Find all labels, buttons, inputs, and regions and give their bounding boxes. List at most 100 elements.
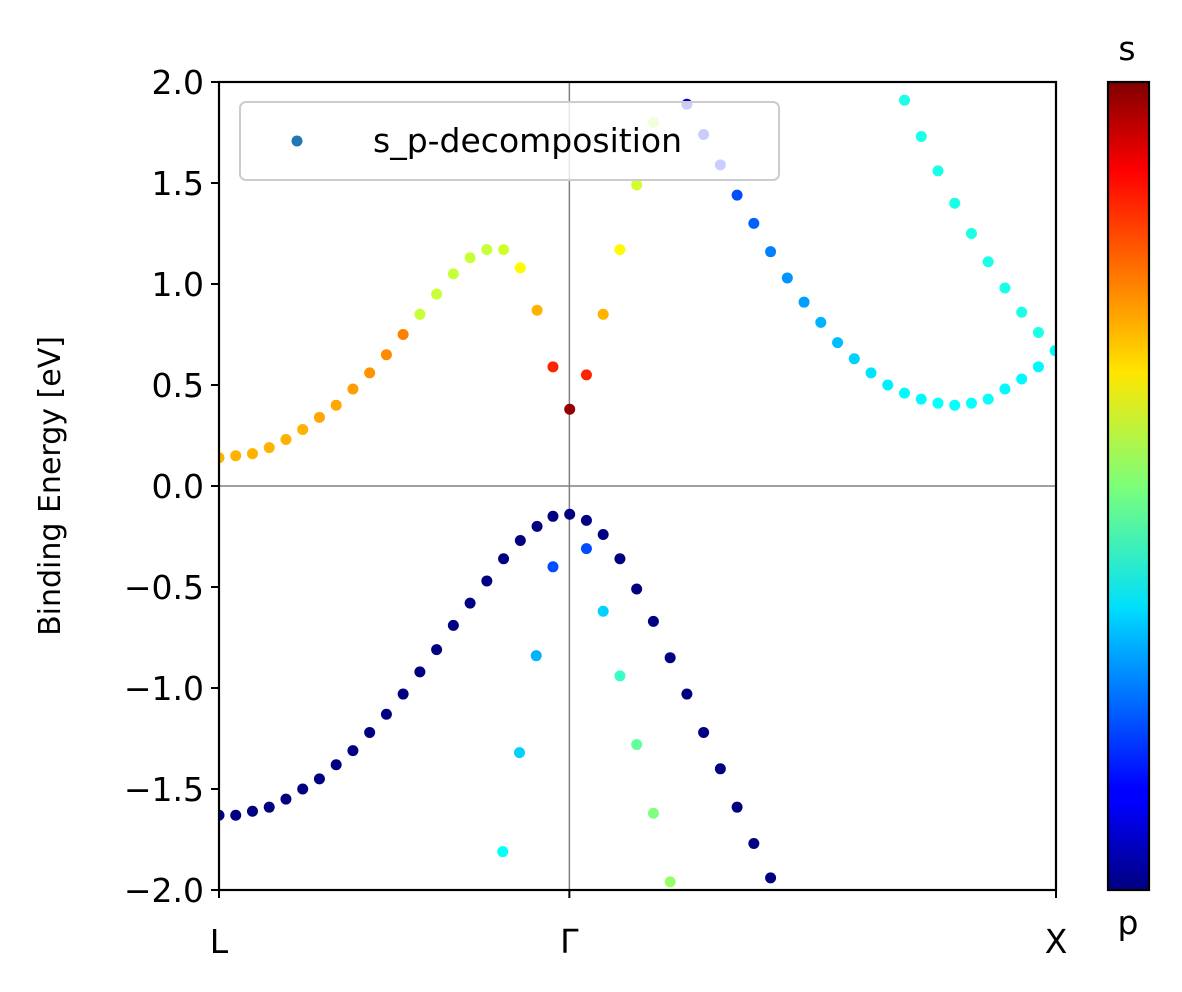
data-point: [1016, 373, 1028, 385]
data-point: [597, 605, 609, 617]
data-point: [547, 510, 559, 522]
y-tick-label: 0.5: [152, 366, 204, 405]
data-point: [219, 452, 225, 464]
data-point: [1049, 345, 1056, 357]
data-point: [932, 397, 944, 409]
data-point: [447, 619, 459, 631]
data-point: [714, 763, 726, 775]
data-point: [380, 349, 392, 361]
data-point: [514, 262, 526, 274]
data-point: [597, 308, 609, 320]
data-point: [848, 353, 860, 365]
y-tick-label: −2.0: [124, 871, 204, 910]
data-point: [397, 329, 409, 340]
data-point: [614, 670, 626, 682]
data-point: [798, 296, 810, 308]
data-point: [280, 434, 292, 446]
data-point: [297, 783, 309, 795]
data-point: [982, 256, 994, 268]
data-point: [497, 846, 509, 858]
data-point: [965, 228, 977, 239]
data-point: [230, 809, 242, 821]
colorbar-gradient: [1106, 80, 1151, 892]
data-point: [464, 252, 476, 264]
data-point: [614, 553, 626, 565]
y-axis: 2.0 1.5 1.0 0.5 0.0 −0.5 −1.0 −1.5 −2.0: [124, 63, 219, 910]
data-point: [1016, 306, 1028, 318]
data-point: [531, 304, 543, 316]
data-point: [999, 383, 1011, 395]
legend-box: [239, 101, 780, 181]
x-tick-label: X: [1045, 922, 1068, 961]
data-point: [531, 520, 543, 532]
data-point: [781, 272, 793, 284]
data-point: [965, 397, 977, 409]
data-point: [364, 726, 376, 738]
data-point: [246, 448, 258, 460]
data-point: [397, 688, 409, 700]
data-point: [263, 442, 275, 454]
colorbar: s p: [1106, 29, 1151, 942]
data-point: [1032, 361, 1044, 373]
data-point: [765, 872, 777, 884]
data-point: [999, 282, 1011, 294]
data-point: [498, 553, 510, 565]
legend-label: s_p-decomposition: [373, 121, 682, 160]
data-point: [219, 809, 225, 821]
y-tick-label: 1.0: [152, 265, 204, 304]
legend-marker: [291, 135, 303, 147]
y-tick-label: −0.5: [124, 568, 204, 607]
data-point: [313, 773, 325, 785]
data-point: [698, 726, 710, 738]
data-point: [514, 535, 526, 547]
data-point: [982, 393, 994, 405]
data-point: [882, 379, 894, 391]
data-point: [414, 666, 426, 678]
data-point: [230, 450, 242, 462]
data-point: [347, 383, 359, 395]
y-tick-label: 1.5: [152, 164, 204, 203]
data-point: [1032, 326, 1044, 338]
data-point: [865, 367, 877, 379]
x-tick-label: L: [210, 922, 229, 961]
data-point: [647, 615, 659, 627]
data-point: [765, 246, 777, 258]
data-point: [580, 543, 592, 555]
data-point: [431, 644, 443, 656]
y-tick-label: 2.0: [152, 63, 204, 102]
data-point: [330, 399, 342, 411]
data-point: [513, 747, 525, 759]
y-tick-label: −1.0: [124, 669, 204, 708]
data-point: [664, 652, 676, 664]
data-point: [431, 288, 443, 300]
data-point: [832, 337, 844, 349]
data-point: [547, 361, 559, 373]
data-point: [547, 561, 559, 573]
data-point: [580, 514, 592, 526]
data-point: [899, 94, 911, 106]
data-point: [280, 793, 292, 805]
data-point: [380, 708, 392, 720]
data-point: [263, 801, 275, 813]
data-point: [748, 217, 760, 229]
data-point: [580, 369, 592, 381]
data-point: [647, 807, 659, 819]
data-point: [564, 508, 576, 520]
data-point: [949, 197, 961, 209]
data-point: [464, 597, 476, 609]
data-point: [915, 131, 927, 143]
data-point: [915, 393, 927, 405]
data-point: [564, 403, 576, 415]
data-point: [731, 189, 743, 201]
data-point: [815, 316, 827, 328]
data-point: [481, 244, 493, 256]
data-point: [313, 411, 325, 423]
y-tick-label: 0.0: [152, 467, 204, 506]
data-point: [731, 801, 743, 813]
x-tick-label: Γ: [560, 922, 579, 961]
legend: s_p-decomposition: [239, 101, 780, 181]
data-point: [631, 739, 643, 751]
data-point: [330, 759, 342, 771]
